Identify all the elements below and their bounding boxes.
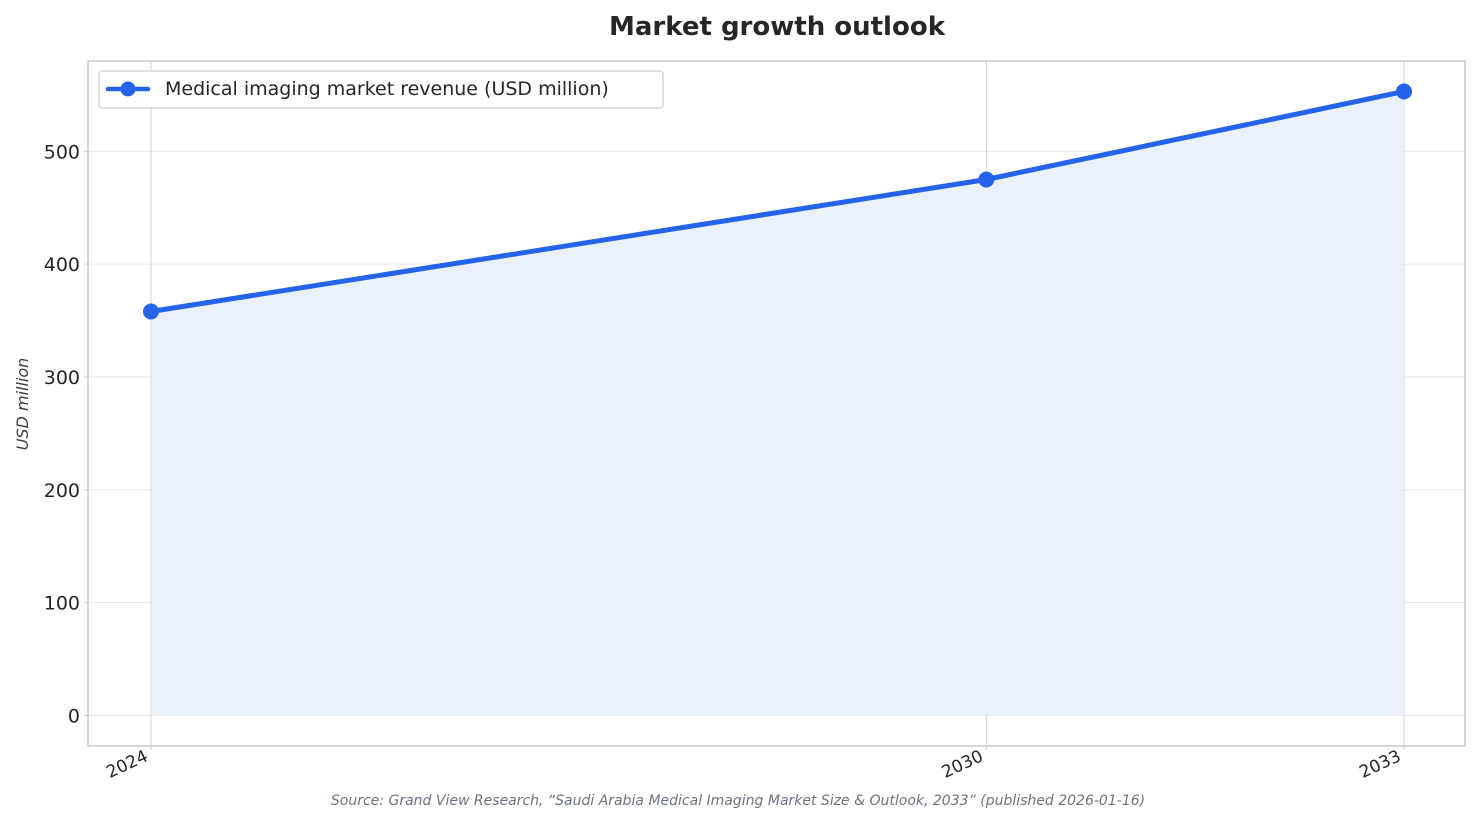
x-tick-label: 2033 — [1356, 746, 1404, 782]
y-tick-label: 200 — [44, 480, 80, 502]
y-tick-label: 500 — [44, 141, 80, 163]
y-tick-label: 100 — [44, 593, 80, 615]
legend-marker-swatch — [120, 81, 136, 97]
y-tick-label: 400 — [44, 254, 80, 276]
series-area-fill — [151, 91, 1404, 716]
legend-label: Medical imaging market revenue (USD mill… — [165, 78, 609, 100]
y-axis-label: USD million — [13, 358, 32, 451]
x-tick-label: 2024 — [103, 746, 151, 782]
source-note: Source: Grand View Research, “Saudi Arab… — [331, 793, 1145, 809]
area-layer — [151, 91, 1404, 716]
legend: Medical imaging market revenue (USD mill… — [98, 70, 664, 109]
legend-box — [98, 70, 664, 109]
chart-title: Market growth outlook — [609, 12, 946, 42]
data-point — [143, 303, 159, 320]
y-tick-label: 0 — [68, 706, 80, 728]
plot-frame — [87, 60, 1466, 747]
data-point — [1396, 83, 1412, 100]
data-point — [978, 171, 995, 188]
y-tick-label: 300 — [44, 367, 80, 389]
line-layer — [143, 83, 1412, 320]
x-tick-label: 2030 — [939, 746, 987, 782]
